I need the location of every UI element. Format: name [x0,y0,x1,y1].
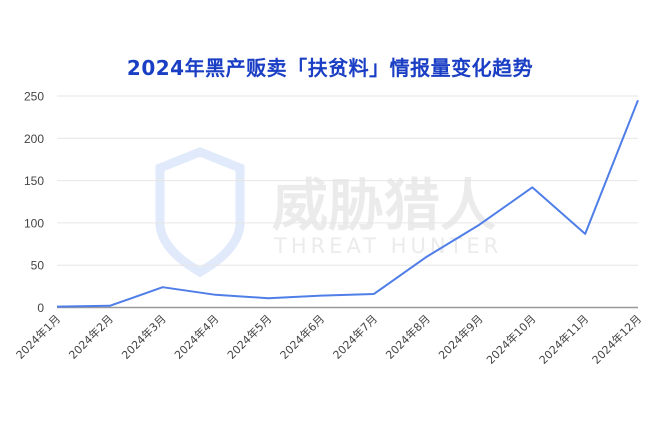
x-tick-label: 2024年12月 [589,312,644,367]
x-tick-label: 2024年6月 [277,312,327,362]
x-tick-label: 2024年8月 [383,312,433,362]
y-tick-label: 250 [24,90,44,104]
x-tick-label: 2024年11月 [536,312,591,367]
x-tick-label: 2024年4月 [171,312,221,362]
x-tick-label: 2024年5月 [224,312,274,362]
chart-title: 2024年黑产贩卖「扶贫料」情报量变化趋势 [126,56,534,80]
y-tick-label: 200 [24,132,44,146]
shield-icon [155,147,245,278]
x-tick-label: 2024年3月 [119,312,169,362]
watermark-en: THREAT HUNTER [273,234,502,258]
x-tick-label: 2024年7月 [330,312,380,362]
y-tick-label: 0 [37,301,44,315]
series-line [56,99,639,308]
x-tick-label: 2024年10月 [483,312,538,367]
watermark-cn: 威胁猎人 [272,174,496,239]
y-tick-label: 50 [31,259,45,273]
y-tick-label: 100 [24,216,44,230]
y-tick-label: 150 [24,174,44,188]
x-tick-label: 2024年2月 [66,312,116,362]
x-tick-label: 2024年1月 [13,312,63,362]
x-tick-label: 2024年9月 [435,312,485,362]
